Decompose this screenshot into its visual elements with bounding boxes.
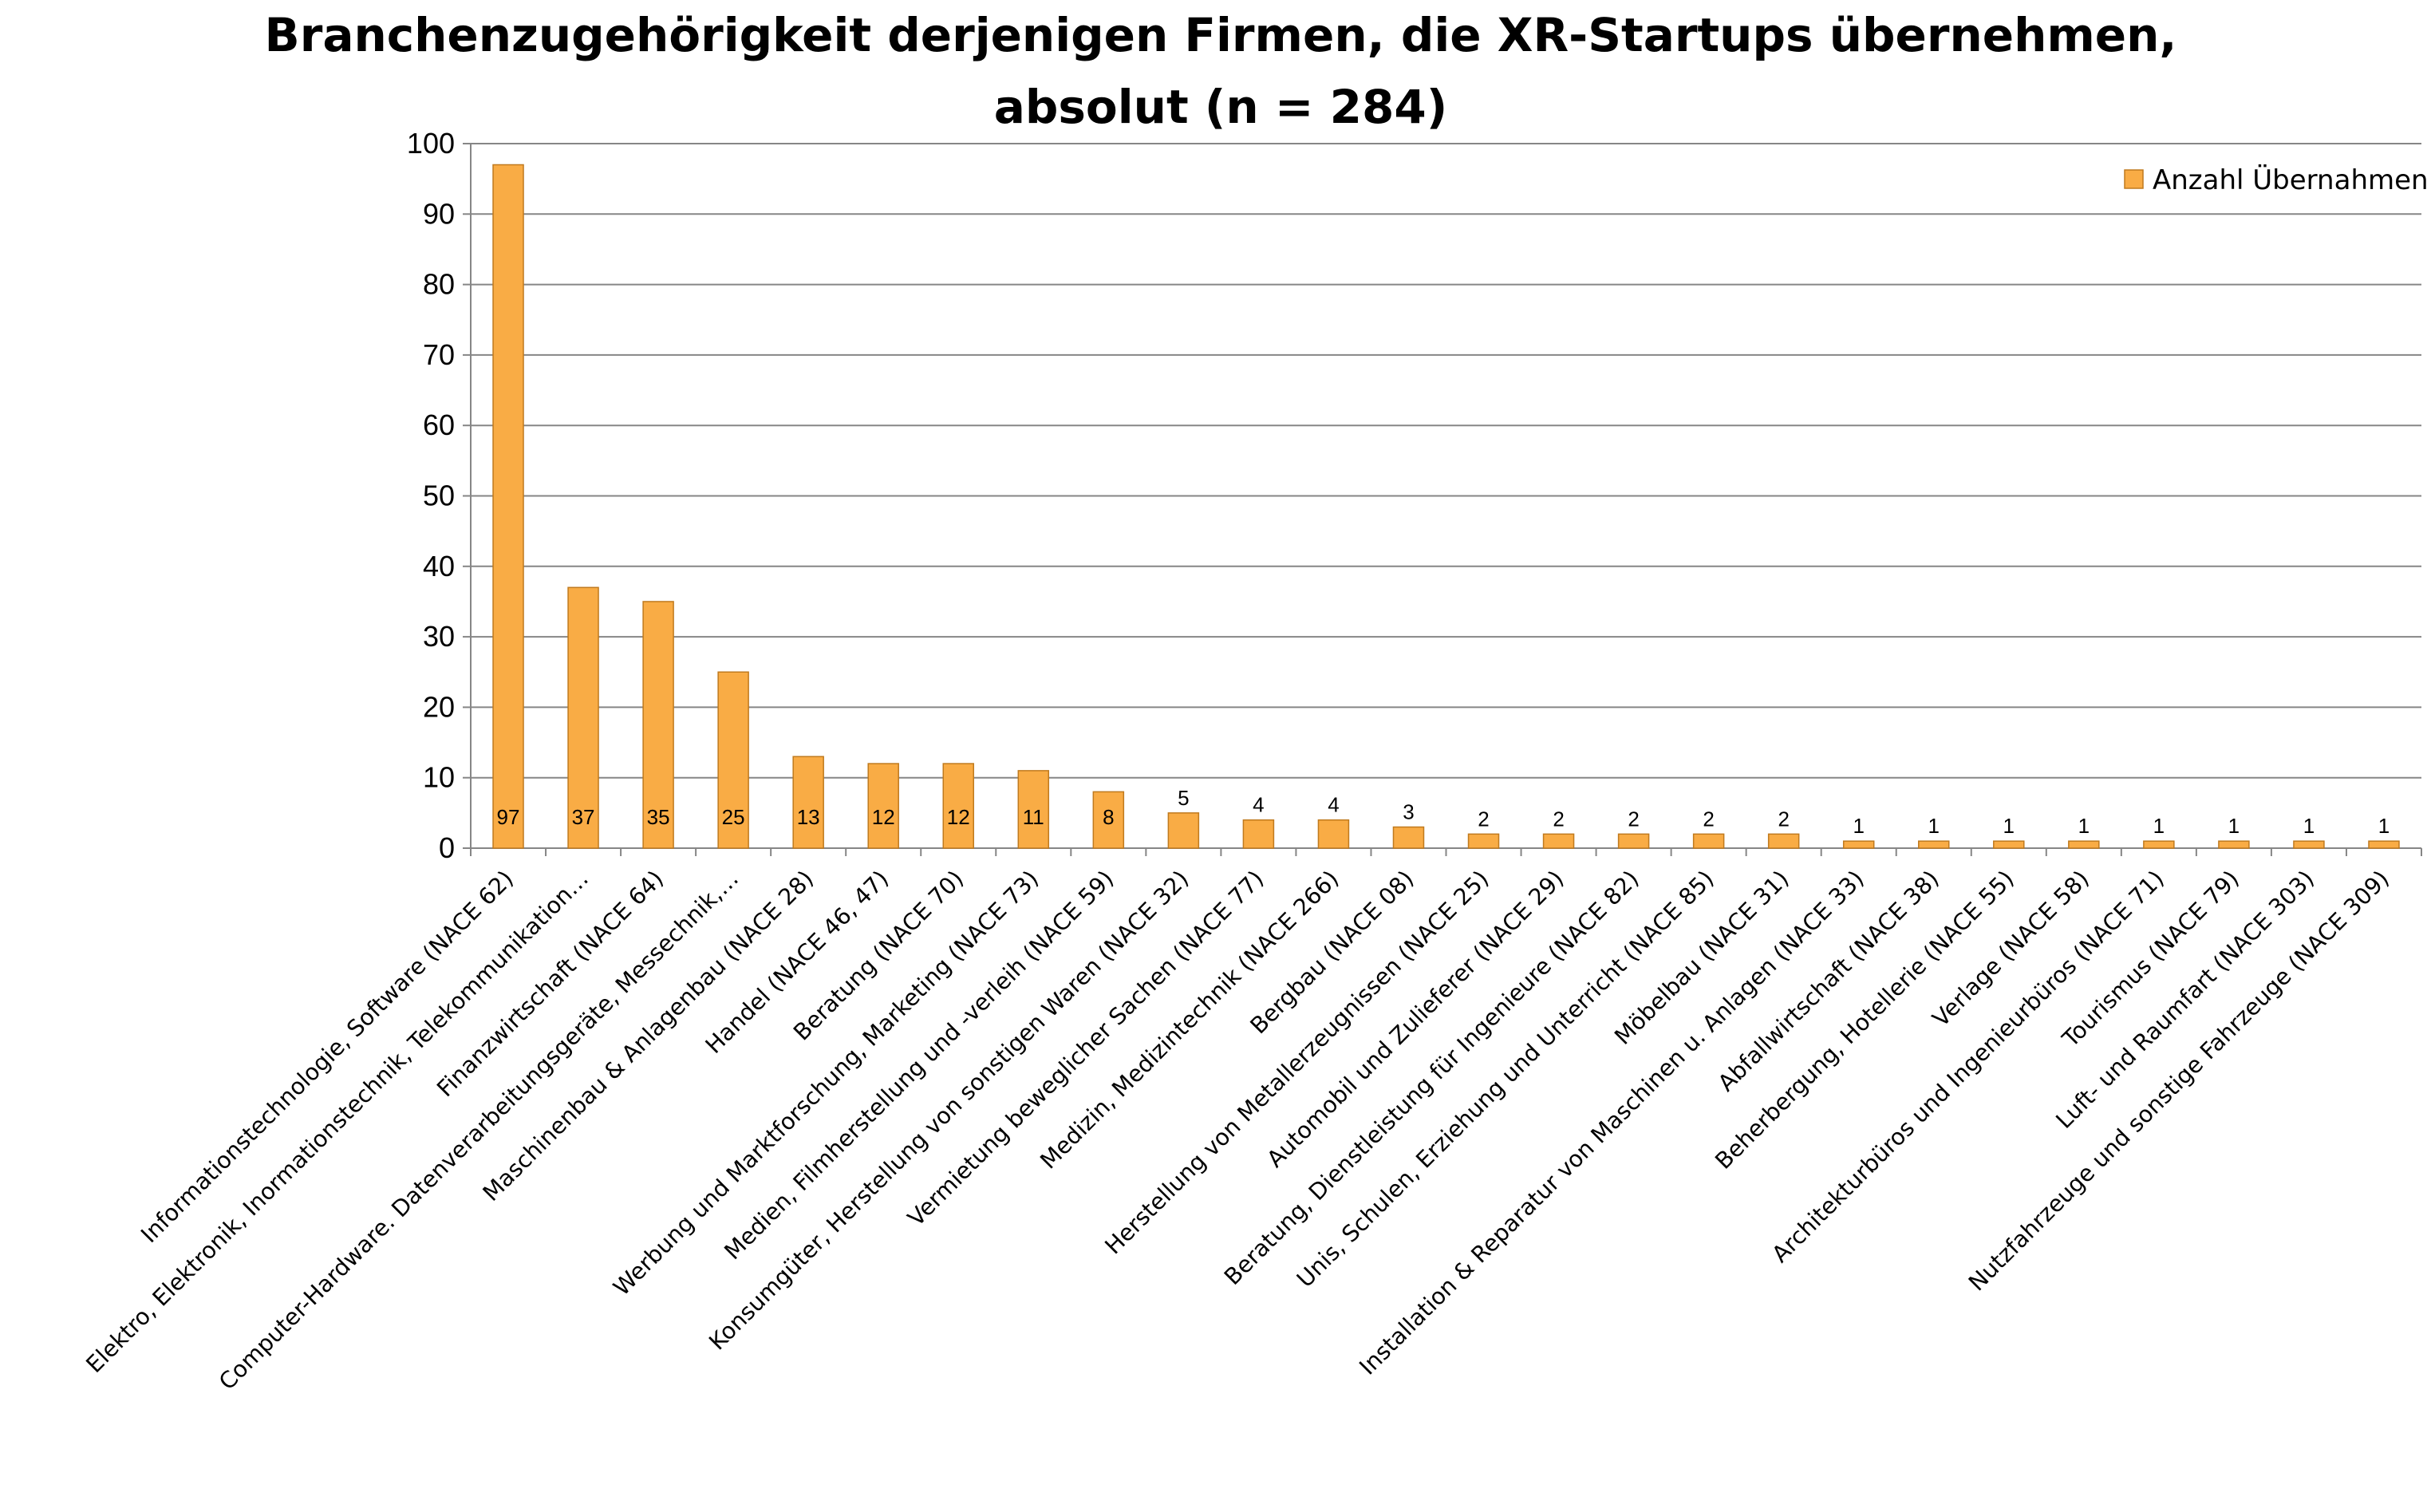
data-label-18: 2: [1778, 807, 1789, 831]
data-label-26: 1: [2378, 814, 2390, 838]
bar-11: [1242, 819, 1275, 849]
bar-23: [2143, 840, 2175, 849]
data-label-4: 25: [722, 805, 745, 829]
data-label-12: 4: [1328, 793, 1339, 817]
data-label-8: 11: [1023, 805, 1044, 829]
gridlines: [471, 143, 2421, 779]
data-label-2: 37: [572, 805, 595, 829]
legend-swatch: [2124, 169, 2144, 189]
data-label-25: 1: [2303, 814, 2315, 838]
data-label-9: 8: [1103, 805, 1114, 829]
bar-26: [2368, 840, 2400, 849]
data-label-15: 2: [1553, 807, 1564, 831]
data-label-19: 1: [1853, 814, 1864, 838]
bar-16: [1617, 833, 1650, 849]
bar-10: [1167, 812, 1200, 849]
data-label-10: 5: [1178, 786, 1189, 810]
data-label-13: 3: [1403, 800, 1414, 824]
category-label-10: Konsumgüter, Herstellung von sonstigen W…: [704, 866, 1194, 1356]
data-label-21: 1: [2003, 814, 2015, 838]
data-label-22: 1: [2078, 814, 2090, 838]
legend-label: Anzahl Übernahmen: [2153, 164, 2429, 196]
bar-2: [567, 586, 599, 849]
data-label-23: 1: [2153, 814, 2165, 838]
bar-17: [1692, 833, 1725, 849]
category-label-2: Elektro, Elektronik, Inormationstechnik,…: [81, 866, 594, 1378]
bar-7: [942, 763, 974, 849]
bar-15: [1542, 833, 1575, 849]
y-tick-label-30: 30: [423, 620, 455, 653]
bar-25: [2293, 840, 2325, 849]
bar-3: [642, 601, 674, 849]
y-tick-label-90: 90: [423, 197, 455, 230]
bar-14: [1467, 833, 1500, 849]
y-tick-label-0: 0: [439, 831, 455, 864]
y-tick-label-40: 40: [423, 550, 455, 582]
y-tick-label-80: 80: [423, 268, 455, 301]
y-tick-label-10: 10: [423, 761, 455, 794]
bar-5: [792, 756, 824, 849]
y-tick-label-60: 60: [423, 409, 455, 441]
chart-title-line-1: Branchenzugehörigkeit derjenigen Firmen,…: [265, 8, 2177, 62]
chart-title-line-2: absolut (n = 284): [994, 80, 1447, 134]
data-label-1: 97: [497, 805, 520, 829]
bar-18: [1767, 833, 1800, 849]
data-labels: 97 37 35 25 13 12 12 11 85 4 4 3 2 2 2 2 2 1 1 1 1 1 1 1 1: [497, 786, 2390, 838]
legend: Anzahl Übernahmen: [2124, 164, 2429, 196]
data-label-11: 4: [1253, 793, 1264, 817]
bar-6: [867, 763, 899, 849]
y-tick-label-50: 50: [423, 480, 455, 512]
bar-24: [2218, 840, 2250, 849]
bar-4: [717, 671, 749, 849]
data-label-17: 2: [1703, 807, 1714, 831]
category-label-4: Computer-Hardware. Datenverarbeitungsger…: [214, 866, 744, 1396]
data-label-5: 13: [797, 805, 820, 829]
bar-21: [1993, 840, 2025, 849]
bar-12: [1317, 819, 1350, 849]
bar-9: [1092, 791, 1125, 849]
bar-22: [2068, 840, 2100, 849]
bar-1: [492, 164, 524, 849]
data-label-3: 35: [647, 805, 670, 829]
bar-19: [1842, 840, 1875, 849]
y-tick-label-100: 100: [407, 127, 455, 160]
data-label-20: 1: [1928, 814, 1940, 838]
y-tick-label-20: 20: [423, 690, 455, 723]
axes: 0 10 20 30 40 50 60 70 80 90 100: [407, 127, 2422, 864]
bar-20: [1918, 840, 1950, 849]
data-label-24: 1: [2228, 814, 2240, 838]
category-label-11: Vermietung beweglicher Sachen (NACE 77): [903, 866, 1269, 1232]
bar-13: [1392, 826, 1425, 849]
data-label-6: 12: [872, 805, 895, 829]
data-label-16: 2: [1628, 807, 1639, 831]
category-labels: Informationstechnologie, Software (NACE …: [81, 866, 2394, 1396]
data-label-7: 12: [947, 805, 970, 829]
y-tick-label-70: 70: [423, 338, 455, 371]
bars: [492, 164, 2400, 849]
bar-8: [1017, 770, 1050, 849]
data-label-14: 2: [1478, 807, 1489, 831]
